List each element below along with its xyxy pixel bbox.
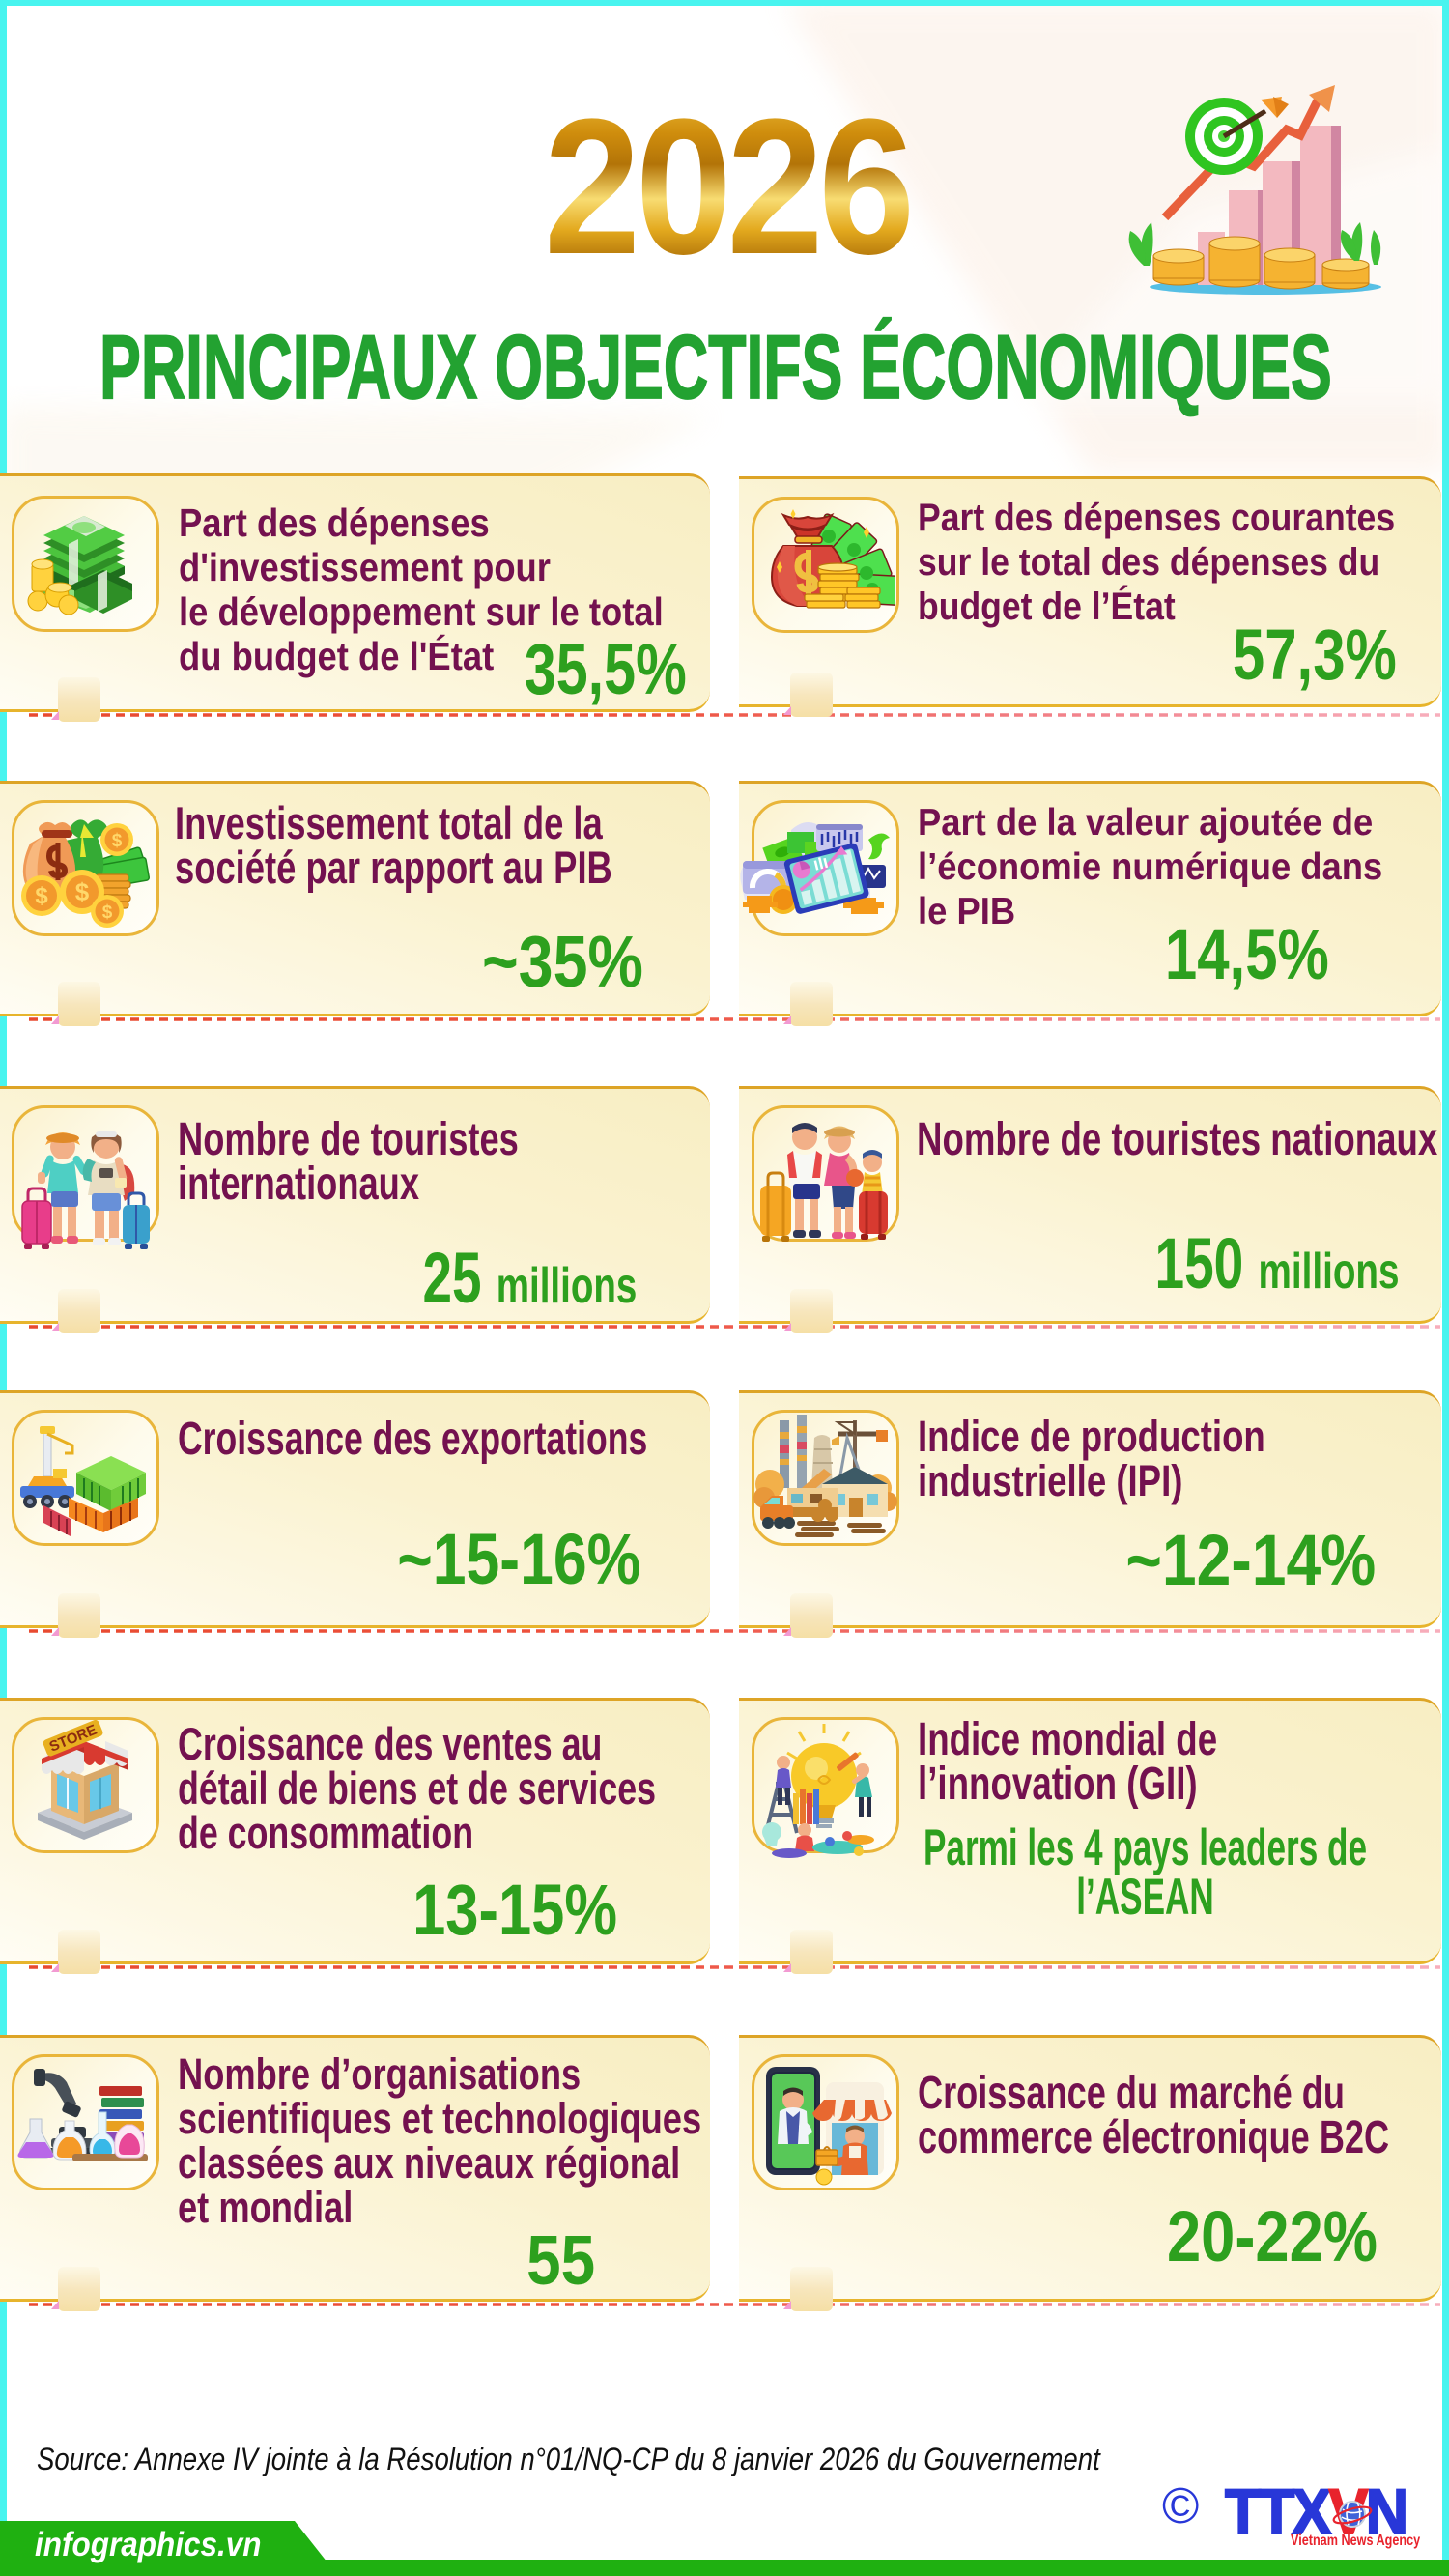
svg-text:$: $ xyxy=(102,902,113,923)
svg-text:$: $ xyxy=(112,831,123,851)
svg-text:$: $ xyxy=(75,877,90,906)
svg-text:$: $ xyxy=(35,883,48,909)
